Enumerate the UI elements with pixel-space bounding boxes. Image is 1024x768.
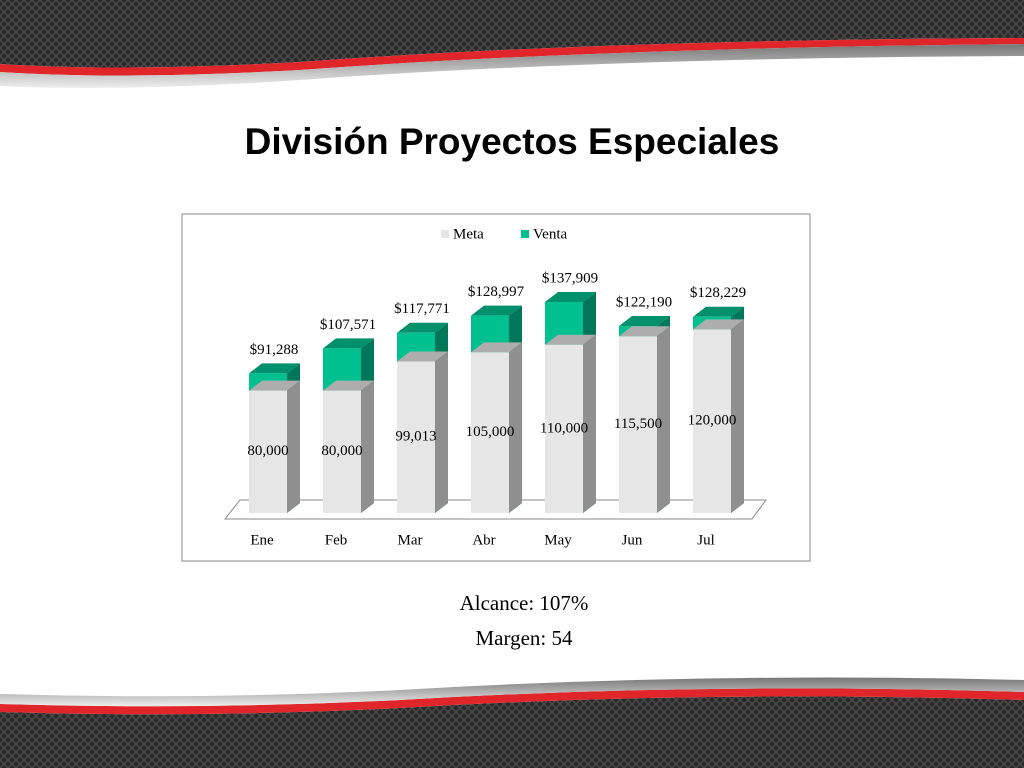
data-label: 120,000 [688, 413, 737, 429]
note: Alcance: 107% [460, 591, 589, 615]
bar-top [545, 334, 596, 345]
bottom-band [0, 677, 1024, 768]
bar-top [397, 322, 448, 333]
data-label: $137,909 [542, 270, 598, 286]
data-label: $107,571 [320, 317, 376, 333]
x-tick-label: Jul [697, 532, 715, 548]
x-tick-label: Jun [622, 532, 643, 548]
legend-label: Meta [453, 226, 484, 242]
bar-side [361, 380, 374, 513]
bar-top [693, 319, 744, 330]
bar [471, 352, 509, 513]
x-tick-label: Abr [472, 532, 495, 548]
note: Margen: 54 [475, 626, 573, 650]
bar [249, 390, 287, 513]
bar-top [397, 351, 448, 362]
legend-label: Venta [533, 226, 567, 242]
data-label: $122,190 [616, 294, 672, 310]
bar-top [619, 316, 670, 327]
x-tick-label: May [544, 532, 572, 548]
data-label: 80,000 [321, 443, 362, 459]
x-tick-label: Ene [250, 532, 274, 548]
bar-top [249, 380, 300, 391]
bar-top [323, 338, 374, 349]
bar-side [731, 319, 744, 513]
x-tick-label: Feb [325, 532, 348, 548]
bar [545, 344, 583, 513]
data-label: $128,229 [690, 285, 746, 301]
bar-side [657, 326, 670, 513]
data-label: 115,500 [614, 416, 662, 432]
legend-swatch [441, 230, 449, 238]
bar-side [287, 380, 300, 513]
data-label: 99,013 [395, 429, 436, 445]
data-label: 110,000 [540, 420, 588, 436]
legend-swatch [521, 230, 529, 238]
bar-top [619, 326, 670, 337]
data-label: 80,000 [247, 443, 288, 459]
bar [397, 361, 435, 513]
bar-top [249, 363, 300, 374]
bar-top [471, 305, 522, 316]
bar-top [471, 342, 522, 353]
bar [323, 390, 361, 513]
bar [619, 336, 657, 513]
bar-side [435, 351, 448, 513]
data-label: $91,288 [250, 342, 299, 358]
bar-side [583, 334, 596, 513]
bar-top [693, 306, 744, 317]
bar-side [509, 342, 522, 513]
bar-top [545, 292, 596, 302]
bar-top [323, 380, 374, 391]
chart-title: División Proyectos Especiales [245, 121, 780, 162]
x-tick-label: Mar [398, 532, 423, 548]
bar [693, 329, 731, 513]
data-label: 105,000 [466, 424, 515, 440]
data-label: $117,771 [394, 301, 450, 317]
data-label: $128,997 [468, 284, 525, 300]
top-band [0, 0, 1024, 88]
